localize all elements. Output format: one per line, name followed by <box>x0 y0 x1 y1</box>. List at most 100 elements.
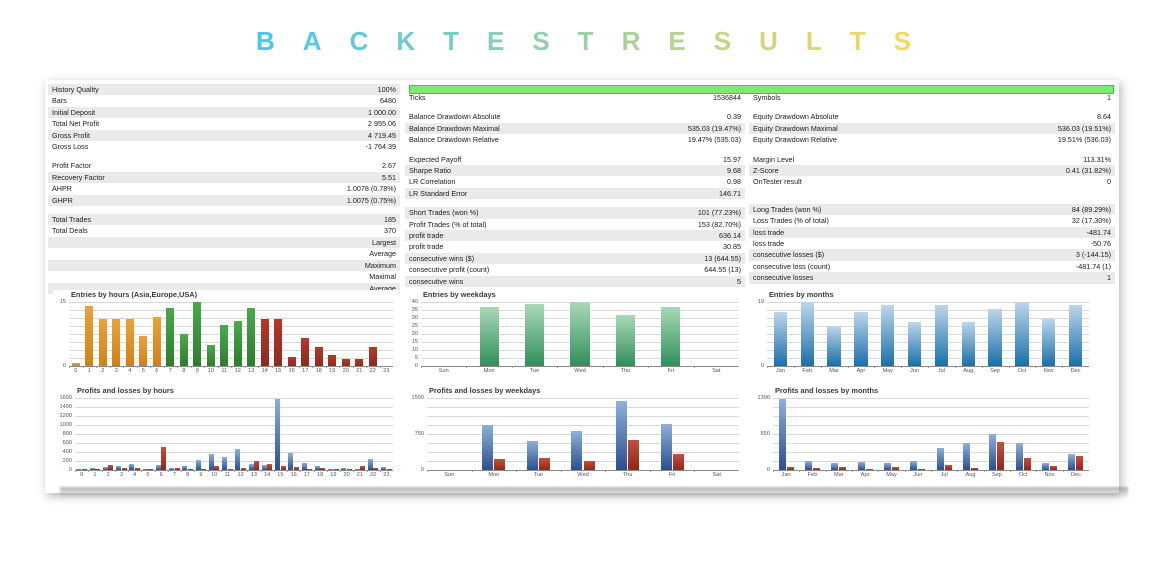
stats-row-value <box>615 145 745 154</box>
stats-row-label: Long Trades (won %) <box>749 203 971 216</box>
chart-x-tick-mark <box>793 366 795 368</box>
history-quality-bar-fill <box>409 85 1114 95</box>
chart-bar <box>989 434 997 470</box>
chart-bar <box>1076 455 1084 470</box>
chart-y-tick-label: 1600 <box>59 395 72 401</box>
stats-row: Initial Deposit 1 000.00 <box>48 106 400 119</box>
chart-y-tick-label: 400 <box>62 449 72 455</box>
stats-row: Average <box>48 282 400 294</box>
chart-x-tick-mark <box>340 470 341 472</box>
chart-x-tick-label: 20 <box>342 368 349 374</box>
chart-bar <box>786 466 794 470</box>
chart-bar <box>884 463 892 470</box>
chart-x-tick-label: Aug <box>963 368 974 374</box>
chart-bar <box>827 325 841 366</box>
stats-row: Short Trades (won %) 101 (77.23%) <box>405 207 745 219</box>
stats-row: loss trade -50.76 <box>749 238 1115 250</box>
chart-x-tick-label: Wed <box>577 472 589 478</box>
stats-row: Gross Loss -1 764.39 <box>48 141 400 153</box>
chart-bar <box>570 302 590 366</box>
stats-row-label: Ticks <box>405 92 616 104</box>
chart-bar <box>179 334 188 366</box>
stats-row-label: loss trade <box>749 238 971 250</box>
chart-x-tick-mark <box>1036 470 1038 472</box>
chart-bar <box>220 325 229 366</box>
chart-bar <box>195 459 201 470</box>
stats-row-label: Profit Factor <box>48 160 230 172</box>
chart-gridline <box>75 461 393 462</box>
chart-bar <box>142 469 148 470</box>
chart-y-tick-label: 19 <box>757 299 764 305</box>
chart-profits-losses-by-weekdays: Profits and losses by weekdays 0 750 1500 Su… <box>405 386 745 482</box>
chart-plot-area <box>767 302 1089 367</box>
stats-row-value: 1536844 <box>615 92 745 104</box>
chart-bar <box>121 467 127 470</box>
title-letter: E <box>668 26 686 56</box>
stats-row-label <box>48 206 230 215</box>
chart-gridline <box>69 318 393 319</box>
chart-bar <box>235 448 241 470</box>
chart-x-tick-label: 15 <box>277 472 284 478</box>
stats-row: consecutive wins ($) 13 (644.55) <box>405 252 745 265</box>
chart-bar <box>112 319 121 366</box>
stats-row-label: Sharpe Ratio <box>405 165 616 177</box>
chart-gridline <box>69 350 393 351</box>
chart-bar <box>1068 454 1076 470</box>
chart-bar <box>98 319 107 366</box>
chart-bar <box>148 469 154 470</box>
stats-row-label <box>749 195 971 204</box>
chart-bar <box>341 358 350 366</box>
stats-row: Maximum <box>48 259 400 272</box>
stats-row-value <box>970 103 1115 112</box>
chart-bar <box>152 316 161 366</box>
chart-x-tick-mark <box>1008 366 1010 368</box>
stats-row-value: 101 (77.23%) <box>615 207 745 219</box>
chart-bar <box>314 346 323 366</box>
chart-x-tick-label: May <box>886 472 897 478</box>
chart-x-tick-mark <box>957 470 959 472</box>
stats-row-value: 2.67 <box>229 160 400 172</box>
chart-x-tick-label: 19 <box>329 368 336 374</box>
chart-x-tick-label: 1 <box>87 368 91 374</box>
chart-x-tick-label: 7 <box>172 472 176 478</box>
stats-row: History Quality 100% <box>48 84 400 96</box>
chart-bar <box>355 358 364 366</box>
stats-row: LR Correlation 0.98 <box>405 176 745 188</box>
chart-x-tick-mark <box>154 470 156 472</box>
chart-x-tick-label: 11 <box>221 368 228 374</box>
chart-bar <box>280 466 286 470</box>
chart-bar <box>963 442 971 470</box>
chart-x-tick-label: Tue <box>533 472 544 478</box>
chart-x-tick-label: Jul <box>940 472 948 478</box>
title-letter: T <box>443 26 460 56</box>
chart-gridline <box>69 358 393 359</box>
chart-entries-by-hours: Entries by hours (Asia,Europe,USA) 0 15 0 1 2… <box>53 290 399 378</box>
chart-bar <box>918 468 926 470</box>
stats-row: Profit Trades (% of total) 153 (82.70%) <box>405 218 745 231</box>
chart-gridline <box>773 452 1089 453</box>
chart-x-tick-label: Tue <box>529 368 540 374</box>
chart-title: Entries by hours (Asia,Europe,USA) <box>71 290 198 299</box>
stats-row: Expected Payoff 15.97 <box>405 153 745 166</box>
stats-row-value <box>229 206 400 215</box>
chart-x-tick-label: Thu <box>622 472 633 478</box>
stats-row <box>749 195 1115 204</box>
chart-x-tick-label: Jan <box>781 472 791 478</box>
chart-gridline <box>421 366 739 367</box>
chart-bar <box>193 302 202 366</box>
stats-row-label <box>48 282 230 294</box>
stats-row-value: 32 (17.30%) <box>970 215 1115 227</box>
chart-x-tick-label: Fri <box>667 368 675 374</box>
chart-gridline <box>69 334 393 335</box>
stats-row: AHPR 1.0078 (0.78%) <box>48 183 400 195</box>
chart-x-tick-label: Thu <box>620 368 631 374</box>
stats-row-label: Total Deals <box>48 225 230 237</box>
chart-bar <box>1049 465 1057 470</box>
chart-bar <box>891 466 899 470</box>
stats-row-value: 5 <box>615 275 745 288</box>
chart-y-tick-label: 1000 <box>59 422 72 428</box>
chart-x-tick-mark <box>847 366 849 368</box>
stats-row: Equity Drawdown Maximal 536.03 (19.51%) <box>749 122 1115 135</box>
panel-shadow <box>60 487 1128 498</box>
chart-bar <box>615 400 628 470</box>
